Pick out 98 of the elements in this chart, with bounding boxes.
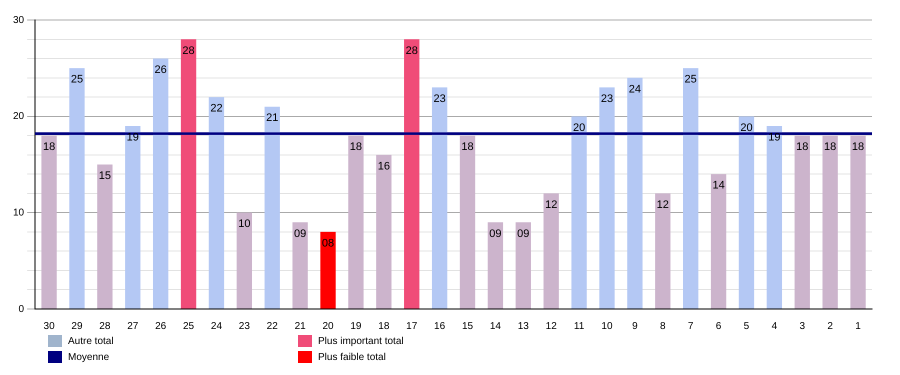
bar xyxy=(710,174,726,308)
text: 18 xyxy=(852,141,864,154)
y-tick-label: 0 xyxy=(18,304,25,315)
text: 12 xyxy=(656,198,669,211)
text: 08 xyxy=(322,237,334,250)
bar xyxy=(850,136,866,308)
bar xyxy=(125,126,140,308)
bar xyxy=(683,68,698,308)
text: 12 xyxy=(545,198,558,211)
x-tick-label: 28 xyxy=(99,320,111,332)
text: 18 xyxy=(461,141,474,154)
y-tick-label: 20 xyxy=(13,111,25,122)
x-tick-label: 19 xyxy=(350,320,362,332)
text: 18 xyxy=(824,141,836,154)
text: 26 xyxy=(154,64,167,76)
bar xyxy=(655,193,670,308)
x-tick-label: 16 xyxy=(434,320,446,332)
text: 20 xyxy=(740,122,753,134)
text: 19 xyxy=(126,132,139,144)
text: 14 xyxy=(712,180,725,192)
x-tick-label: 13 xyxy=(518,320,530,332)
text: 22 xyxy=(210,102,223,115)
bar xyxy=(488,222,504,308)
bar xyxy=(516,222,531,308)
text: 25 xyxy=(70,74,84,86)
text: 23 xyxy=(433,92,446,105)
bar xyxy=(599,87,615,308)
text: 10 xyxy=(238,218,250,230)
legend-label: Plus important total xyxy=(318,336,404,346)
x-tick-label: 24 xyxy=(210,320,222,332)
bar xyxy=(460,136,476,308)
x-tick-label: 15 xyxy=(462,320,474,332)
x-tick-label: 10 xyxy=(601,320,613,332)
x-tick-label: 23 xyxy=(238,320,250,332)
text: 18 xyxy=(796,141,808,154)
bar xyxy=(404,39,420,308)
text: 18 xyxy=(42,141,56,154)
text: 18 xyxy=(350,141,362,154)
bar xyxy=(180,39,196,308)
x-tick-label: 3 xyxy=(799,320,806,332)
bar xyxy=(97,164,113,308)
x-tick-label: 21 xyxy=(294,320,306,332)
bar xyxy=(320,232,336,308)
bar xyxy=(794,136,810,308)
text: 23 xyxy=(600,92,614,105)
bar xyxy=(208,97,224,308)
text: Autre total xyxy=(68,336,114,346)
x-tick-label: 4 xyxy=(772,320,778,332)
x-tick-label: 27 xyxy=(127,320,139,332)
x-tick-label: 14 xyxy=(490,320,502,332)
bar xyxy=(69,68,85,308)
bar xyxy=(571,116,587,308)
text: 09 xyxy=(517,228,530,240)
text: 21 xyxy=(266,112,278,124)
x-tick-label: 18 xyxy=(378,320,390,332)
x-tick-label: 22 xyxy=(266,320,278,332)
text: 15 xyxy=(98,170,111,182)
bar xyxy=(376,154,392,308)
x-tick-label: 9 xyxy=(632,320,638,332)
x-tick-label: 17 xyxy=(406,320,418,332)
bar xyxy=(432,87,448,308)
x-tick-label: 11 xyxy=(574,320,585,332)
x-tick-label: 7 xyxy=(688,320,694,332)
text: 24 xyxy=(628,83,642,96)
legend-label: Plus faible total xyxy=(318,352,386,362)
text: 19 xyxy=(768,132,780,144)
bar xyxy=(264,106,280,308)
bar xyxy=(738,116,754,308)
x-tick-label: 8 xyxy=(660,320,666,332)
y-tick-label: 10 xyxy=(13,207,25,218)
bar xyxy=(236,212,252,308)
x-tick-label: 25 xyxy=(182,320,195,332)
bar xyxy=(292,222,308,308)
bar xyxy=(822,136,838,308)
bar xyxy=(544,193,559,308)
text: 16 xyxy=(378,160,390,172)
x-tick-label: 12 xyxy=(546,320,558,332)
text: 25 xyxy=(684,74,697,86)
y-tick-label: 30 xyxy=(13,14,25,26)
x-tick-label: 20 xyxy=(322,320,334,332)
x-tick-label: 29 xyxy=(71,320,83,332)
x-tick-label: 30 xyxy=(44,320,56,332)
bar xyxy=(152,58,168,308)
legend-label: Moyenne xyxy=(68,352,110,362)
bar xyxy=(41,136,57,308)
text: 09 xyxy=(489,228,502,240)
text: 20 xyxy=(572,122,586,134)
x-tick-label: 2 xyxy=(827,320,834,332)
text: 09 xyxy=(294,228,306,240)
bar xyxy=(766,126,782,308)
bar xyxy=(627,78,643,308)
bar xyxy=(348,136,364,308)
text: 28 xyxy=(182,44,195,57)
x-tick-label: 1 xyxy=(855,320,862,332)
x-tick-label: 6 xyxy=(716,320,722,332)
x-tick-label: 5 xyxy=(744,320,750,332)
x-tick-label: 26 xyxy=(155,320,167,332)
text: 28 xyxy=(406,44,418,57)
